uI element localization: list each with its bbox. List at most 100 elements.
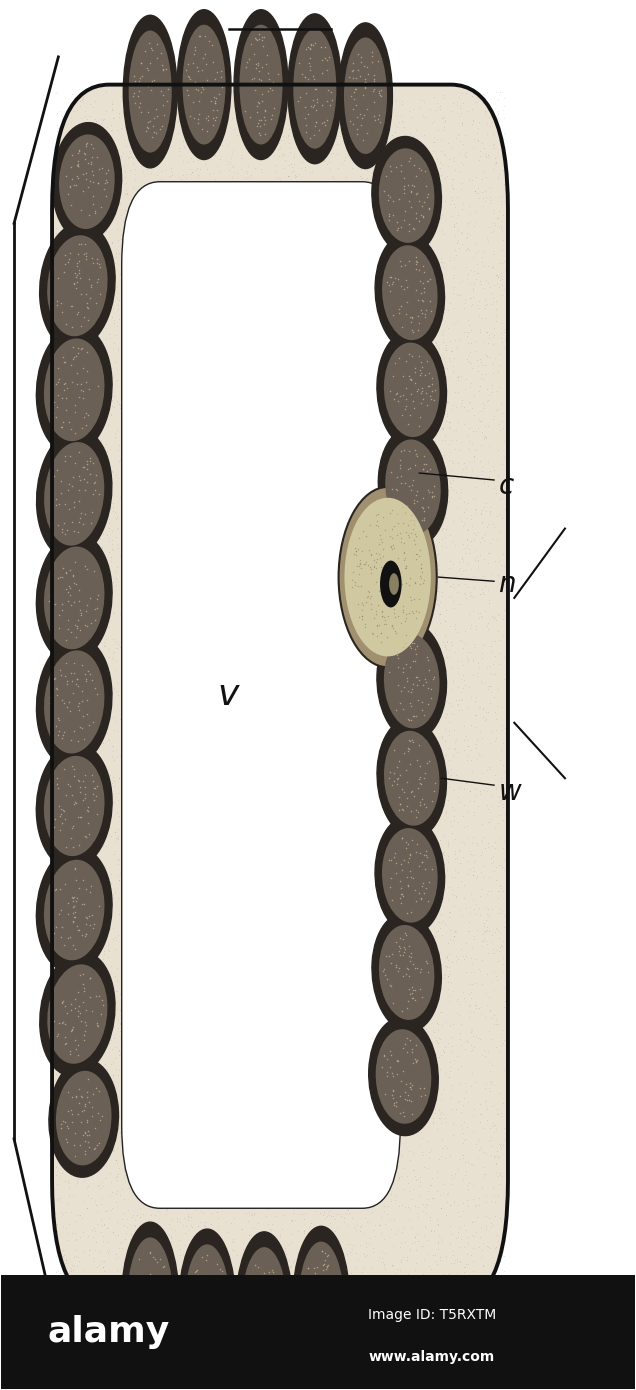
Point [164,477,174,499]
Point [192,997,202,1019]
Point [70,712,80,734]
Point [417,350,427,373]
Point [194,25,204,47]
Point [344,851,354,873]
Point [467,935,478,958]
Point [497,566,507,588]
Point [191,614,201,637]
Point [406,370,417,392]
Point [274,872,284,894]
Point [318,1254,328,1276]
Point [100,560,110,582]
Point [494,163,504,185]
Point [249,1083,259,1105]
Point [457,172,467,195]
Point [127,85,137,107]
Point [236,990,246,1012]
Point [220,1280,230,1302]
Ellipse shape [293,29,336,149]
Point [398,637,408,659]
Point [411,542,421,564]
Point [209,1077,219,1099]
Point [93,1102,103,1125]
Point [97,108,107,131]
Point [239,1155,249,1177]
Point [424,870,434,892]
Point [488,213,499,235]
Point [140,858,150,880]
Point [78,770,88,792]
Point [228,1020,238,1042]
Point [343,582,354,605]
Point [164,1073,174,1095]
Point [320,1177,330,1200]
Point [410,735,420,758]
Point [289,495,300,517]
Point [74,385,85,407]
Point [245,367,256,389]
Point [227,847,237,869]
Point [340,275,350,297]
Point [403,1262,413,1284]
Point [356,877,366,899]
Point [216,567,226,589]
Point [308,417,319,439]
Point [353,185,363,207]
Point [485,1118,495,1140]
Point [353,594,363,616]
Point [62,685,73,708]
Point [96,1134,106,1156]
Point [82,799,92,821]
Point [336,186,347,208]
Point [158,1123,169,1145]
Point [194,644,204,666]
Point [422,817,432,840]
Point [499,278,509,300]
Point [207,682,218,705]
Point [60,1158,71,1180]
Point [154,83,164,106]
Point [385,207,395,229]
Point [475,582,485,605]
Point [387,291,398,313]
Point [463,436,473,459]
Point [98,259,108,281]
Point [347,188,357,210]
Point [355,552,365,574]
Point [283,784,293,806]
Point [371,530,382,552]
Point [364,787,374,809]
Point [240,160,251,182]
Point [266,265,276,288]
Point [172,638,182,660]
Point [490,1258,501,1280]
Point [312,410,322,432]
Point [225,688,235,710]
Point [273,83,283,106]
Point [187,1216,197,1238]
Point [239,275,249,297]
Point [313,984,323,1006]
Point [345,1123,356,1145]
Point [160,254,170,277]
Point [216,550,226,573]
Point [326,553,336,575]
Point [477,1177,487,1200]
Point [197,264,207,286]
Point [156,1145,166,1168]
Point [212,386,222,409]
Point [116,203,126,225]
Point [60,1169,71,1191]
Point [292,1031,302,1054]
Point [163,225,173,247]
Point [319,894,329,916]
Point [362,121,372,143]
Point [277,563,287,585]
Point [90,1118,100,1140]
Point [417,580,427,602]
Point [389,842,399,865]
Point [154,345,164,367]
Point [74,556,85,578]
Point [268,516,278,538]
Point [263,1152,273,1175]
